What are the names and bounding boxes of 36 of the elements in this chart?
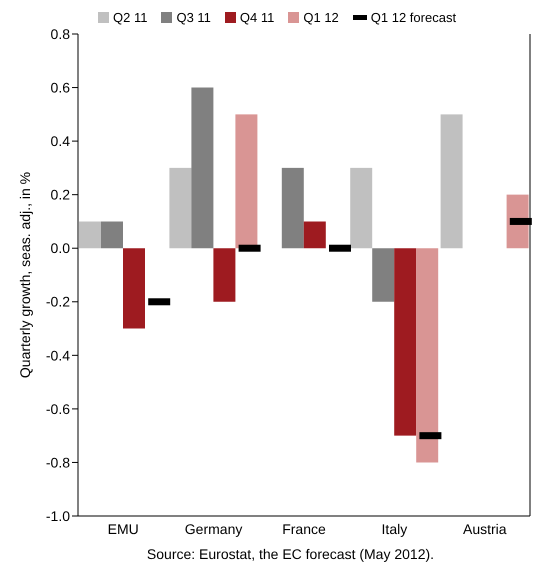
x-tick-label: EMU (108, 520, 139, 537)
x-tick-label: France (282, 520, 326, 537)
bar (235, 114, 258, 248)
bar (213, 248, 236, 302)
y-tick-label: -0.4 (46, 347, 70, 364)
y-tick-label: -0.6 (46, 400, 70, 417)
x-tick-label: Austria (463, 520, 507, 537)
bar (372, 248, 394, 302)
y-tick-label: 0.2 (50, 186, 70, 203)
bar (123, 248, 145, 329)
bar (416, 248, 438, 462)
bar (169, 168, 192, 248)
x-tick-label: Germany (184, 520, 242, 537)
bar (191, 88, 214, 248)
y-tick-label: -0.8 (46, 454, 70, 470)
bar (350, 168, 372, 248)
y-tick-label: -1.0 (46, 508, 70, 524)
legend-label: Q4 11 (238, 10, 274, 24)
legend-label: Q3 11 (175, 10, 211, 24)
legend-label: Q1 12 (302, 10, 339, 24)
bar (79, 221, 101, 248)
y-tick-label: 0.6 (50, 80, 70, 96)
bar (282, 168, 304, 248)
y-tick-label: 0.8 (50, 26, 70, 42)
bar (304, 221, 326, 248)
bar (394, 248, 416, 436)
bar (440, 114, 463, 248)
y-tick-label: -0.2 (46, 294, 70, 310)
legend-label: Q2 11 (112, 10, 148, 24)
legend-label: Q1 12 forecast (370, 10, 456, 24)
y-tick-label: 0.4 (50, 133, 70, 150)
source-note: Source: Eurostat, the EC forecast (May 2012). (146, 546, 436, 562)
bar (101, 221, 123, 248)
y-tick-label: 0.0 (50, 240, 70, 256)
y-axis-title: Quarterly growth, seas. adj., in % (16, 172, 33, 378)
x-tick-label: Italy (382, 520, 408, 537)
